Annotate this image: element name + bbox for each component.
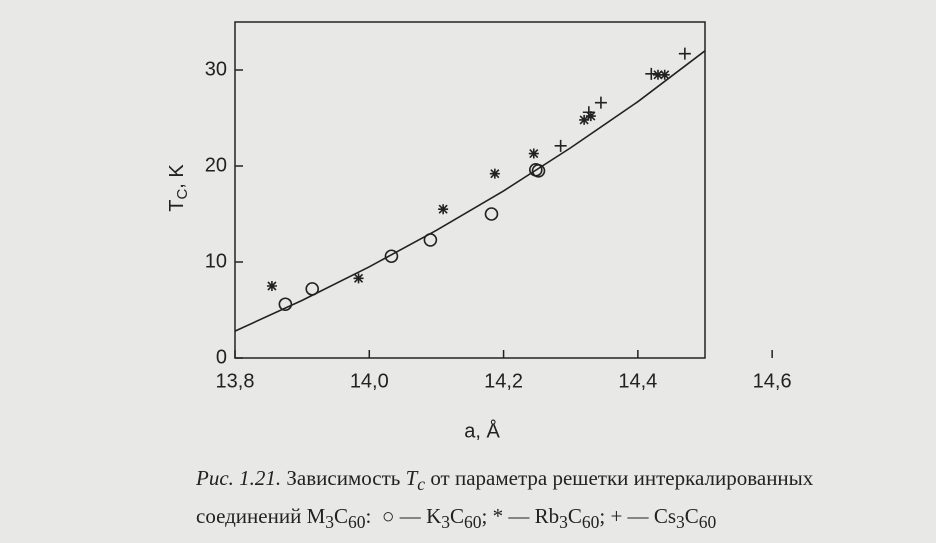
y-tick-label: 20 (205, 154, 227, 176)
x-tick-label: 14,2 (484, 370, 523, 392)
y-tick-label: 30 (205, 58, 227, 80)
data-point (489, 168, 500, 179)
data-point (653, 69, 663, 80)
y-label-sub: C (174, 189, 191, 200)
caption-symbol: T (405, 466, 418, 490)
data-point (579, 114, 590, 125)
legend-entry: Rb3C60 (534, 504, 600, 533)
legend-entry: K3C60 (426, 504, 482, 533)
x-tick-label: 13,8 (216, 370, 255, 392)
data-point (678, 47, 691, 60)
chart: a, Å TC, K 0 10 20 30 13,8 14,0 14,2 14,4 14,6 (166, 21, 792, 442)
y-axis-label: TC, K (166, 164, 191, 212)
x-tick-label: 14,0 (350, 370, 389, 392)
data-point (384, 249, 399, 264)
y-tick-label: 0 (216, 346, 227, 368)
y-tick-label: 10 (205, 250, 227, 272)
data-point (659, 69, 670, 80)
data-point (484, 207, 499, 221)
data-point (645, 67, 658, 80)
caption: Рис. 1.21. Зависимость Tc от параметра р… (0, 462, 936, 538)
data-point (582, 106, 595, 119)
y-label-unit: , K (166, 164, 188, 189)
data-point (529, 163, 543, 177)
y-label-symbol: T (166, 200, 188, 212)
data-point (438, 204, 449, 215)
data-point (531, 164, 546, 178)
figure-label: Рис. 1.21. (196, 466, 282, 490)
caption-symbol-sub: c (417, 474, 426, 495)
caption-line: соединений M3C60: ○ — K3C60; * — Rb3C60;… (196, 504, 717, 533)
data-point (305, 282, 320, 296)
fit-curve (234, 50, 706, 332)
plot-frame (234, 21, 706, 359)
data-point (353, 273, 364, 284)
caption-text: от параметра решетки интеркалированных (430, 466, 814, 490)
data-point (554, 139, 567, 152)
caption-text: Зависимость (286, 466, 401, 490)
x-tick-label: 14,6 (753, 370, 792, 392)
x-axis-label: a, Å (464, 419, 500, 442)
formula: M3C60 (306, 504, 366, 533)
data-point (266, 281, 277, 291)
data-point (594, 96, 607, 109)
x-tick-label: 14,4 (618, 370, 657, 392)
caption-line: Рис. 1.21. Зависимость Tc от параметра р… (0, 462, 936, 500)
caption-text: соединений (196, 504, 302, 529)
data-point (528, 148, 539, 159)
legend-entry: Cs3C60 (653, 504, 717, 533)
data-point (585, 111, 596, 122)
